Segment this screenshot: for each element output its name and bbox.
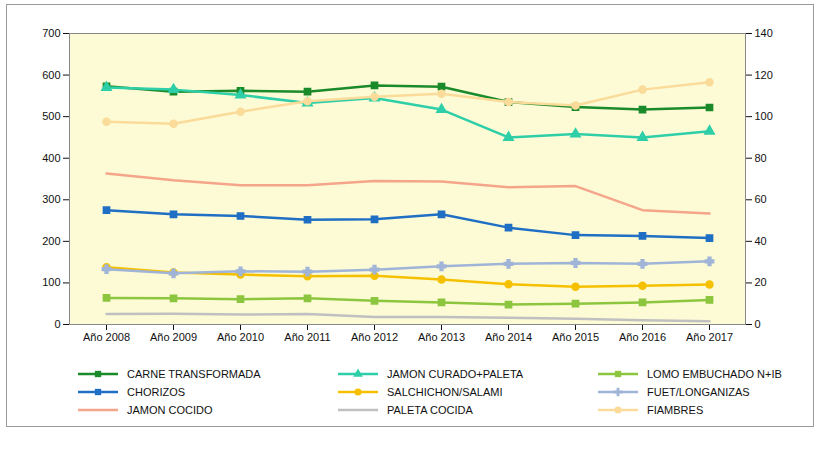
svg-text:60: 60 [755,193,767,205]
html-text:LOMO EMBUCHADO N+IB: LOMO EMBUCHADO N+IB [647,368,782,380]
svg-text:600: 600 [42,69,60,81]
html-text:PALETA COCIDA: PALETA COCIDA [387,404,473,416]
svg-text:80: 80 [755,152,767,164]
svg-text:500: 500 [42,110,60,122]
svg-text:140: 140 [755,27,773,39]
svg-text:Año 2008: Año 2008 [83,331,130,343]
svg-text:0: 0 [755,318,761,330]
svg-text:40: 40 [755,235,767,247]
svg-text:Año 2016: Año 2016 [619,331,666,343]
html-text:SALCHICHON/SALAMI: SALCHICHON/SALAMI [387,386,503,398]
html-text:FUET/LONGANIZAS: FUET/LONGANIZAS [647,386,750,398]
svg-text:Año 2013: Año 2013 [418,331,465,343]
svg-text:20: 20 [755,276,767,288]
svg-text:Año 2015: Año 2015 [552,331,599,343]
svg-text:200: 200 [42,235,60,247]
svg-text:400: 400 [42,152,60,164]
html-text:JAMON COCIDO: JAMON COCIDO [127,404,213,416]
html-text:CARNE TRANSFORMADA: CARNE TRANSFORMADA [127,368,261,380]
html-text:FIAMBRES: FIAMBRES [647,404,704,416]
html-text:CHORIZOS: CHORIZOS [127,386,186,398]
svg-text:0: 0 [54,318,60,330]
svg-text:100: 100 [755,110,773,122]
svg-text:700: 700 [42,27,60,39]
html-text:JAMON CURADO+PALETA: JAMON CURADO+PALETA [387,368,524,380]
svg-text:100: 100 [42,276,60,288]
svg-text:Año 2014: Año 2014 [485,331,532,343]
svg-text:Año 2009: Año 2009 [150,331,197,343]
svg-text:300: 300 [42,193,60,205]
svg-text:Año 2010: Año 2010 [217,331,264,343]
svg-text:Año 2017: Año 2017 [686,331,733,343]
svg-text:120: 120 [755,69,773,81]
svg-text:Año 2011: Año 2011 [284,331,330,343]
svg-text:Año 2012: Año 2012 [351,331,398,343]
